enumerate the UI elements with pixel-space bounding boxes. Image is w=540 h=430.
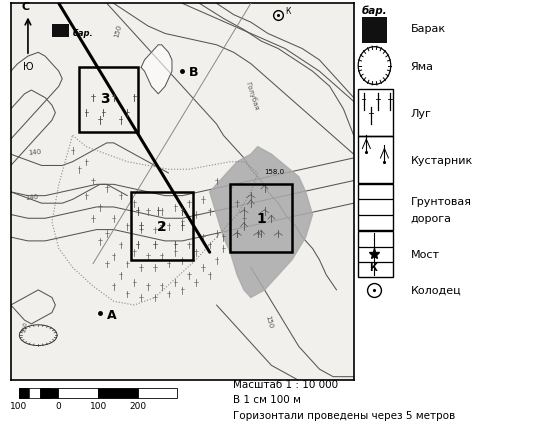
Bar	[19, 388, 29, 398]
Text: Колодец: Колодец	[411, 285, 461, 295]
Text: В: В	[189, 66, 199, 79]
Text: 158.0: 158.0	[265, 169, 285, 175]
Text: В 1 см 100 м: В 1 см 100 м	[233, 394, 301, 404]
Text: 2: 2	[157, 219, 166, 233]
Bar	[29, 388, 40, 398]
Bar	[98, 388, 138, 398]
Text: К: К	[285, 7, 291, 16]
Text: 140: 140	[28, 149, 42, 156]
Text: Масштаб 1 : 10 000: Масштаб 1 : 10 000	[233, 380, 338, 390]
Bar	[138, 388, 178, 398]
Text: 200: 200	[129, 401, 146, 410]
Bar	[358, 90, 393, 137]
Text: Луг: Луг	[411, 108, 431, 118]
Bar	[79, 68, 138, 132]
Text: Мост: Мост	[411, 249, 440, 259]
Text: Горизонтали проведены через 5 метров: Горизонтали проведены через 5 метров	[233, 410, 455, 420]
Polygon shape	[141, 46, 172, 95]
Text: 1: 1	[256, 212, 266, 226]
Text: Ю: Ю	[23, 62, 33, 72]
Bar	[58, 388, 98, 398]
Text: 3: 3	[100, 92, 110, 105]
Text: Яма: Яма	[411, 61, 434, 71]
Bar	[358, 184, 393, 231]
Bar	[358, 231, 393, 278]
Bar	[52, 25, 69, 38]
Polygon shape	[210, 147, 313, 298]
Bar	[40, 388, 51, 398]
Bar	[358, 137, 393, 184]
Text: К: К	[369, 263, 377, 273]
Text: Грунтовая: Грунтовая	[411, 197, 471, 207]
Text: 100: 100	[90, 401, 107, 410]
Text: С: С	[22, 2, 30, 12]
Text: Барак: Барак	[411, 24, 446, 34]
Text: бар.: бар.	[362, 5, 387, 15]
Text: 150: 150	[265, 314, 274, 329]
Text: 100: 100	[10, 401, 28, 410]
Text: 150: 150	[21, 320, 28, 333]
Text: Голубая: Голубая	[244, 80, 260, 111]
Text: 0: 0	[56, 401, 62, 410]
Text: дорога: дорога	[411, 214, 451, 224]
Text: 140: 140	[24, 194, 38, 201]
Bar	[19, 388, 58, 398]
Bar	[131, 193, 193, 260]
Text: Кустарник: Кустарник	[411, 156, 473, 166]
Bar	[230, 185, 292, 253]
Bar	[362, 18, 387, 44]
Text: бар.: бар.	[72, 29, 93, 38]
Text: 150: 150	[113, 24, 123, 38]
Text: А: А	[107, 308, 117, 322]
